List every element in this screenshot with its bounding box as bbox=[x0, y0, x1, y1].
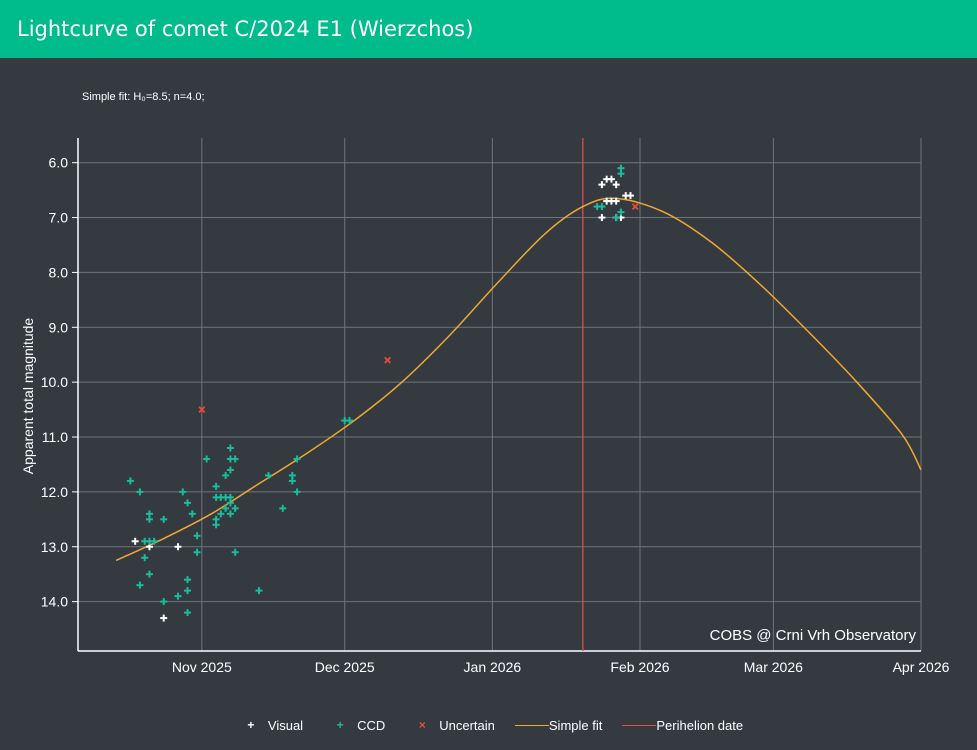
fit-curve bbox=[115, 197, 922, 562]
fit-group bbox=[115, 197, 922, 562]
ccd-point bbox=[231, 548, 239, 556]
page-title: Lightcurve of comet C/2024 E1 (Wierzchos… bbox=[17, 17, 474, 41]
ccd-point bbox=[231, 504, 239, 512]
ccd-point bbox=[265, 471, 273, 479]
y-tick-label: 10.0 bbox=[41, 374, 68, 390]
ccd-point bbox=[136, 488, 144, 496]
watermark: COBS @ Crni Vrh Observatory bbox=[710, 627, 917, 644]
visual-point bbox=[626, 192, 634, 200]
ccd-point bbox=[598, 203, 606, 211]
visual-point bbox=[131, 537, 139, 545]
legend-item-visual[interactable]: + Visual bbox=[234, 718, 303, 733]
ccd-point bbox=[160, 515, 168, 523]
ccd-point bbox=[193, 532, 201, 540]
legend-item-uncertain[interactable]: × Uncertain bbox=[405, 718, 495, 733]
ccd-point bbox=[288, 477, 296, 485]
ccd-point bbox=[174, 592, 182, 600]
ccd-point bbox=[212, 482, 220, 490]
grid-lines bbox=[78, 138, 922, 651]
y-tick-label: 7.0 bbox=[49, 210, 69, 226]
legend-item-perihelion[interactable]: Perihelion date bbox=[622, 718, 743, 733]
visual-point bbox=[598, 181, 606, 189]
ccd-point bbox=[222, 504, 230, 512]
legend-uncertain-marker: × bbox=[418, 718, 426, 732]
ccd-point bbox=[222, 471, 230, 479]
legend-item-ccd[interactable]: + CCD bbox=[323, 717, 386, 733]
x-tick-label: Jan 2026 bbox=[464, 659, 522, 675]
ccd-point bbox=[345, 417, 353, 425]
legend-perihelion-label: Perihelion date bbox=[656, 717, 744, 733]
ccd-point bbox=[145, 570, 153, 578]
ccd-point bbox=[184, 499, 192, 507]
x-tick-label: Apr 2026 bbox=[893, 659, 950, 675]
y-tick-label: 6.0 bbox=[49, 155, 69, 171]
x-tick-label: Nov 2025 bbox=[172, 659, 232, 675]
ccd-point bbox=[184, 609, 192, 617]
legend-visual-marker: + bbox=[247, 718, 255, 732]
legend: + Visual + CCD × Uncertain Simple fit Pe… bbox=[0, 712, 977, 738]
visual-point bbox=[607, 175, 615, 183]
visual-point bbox=[160, 614, 168, 622]
ccd-point bbox=[293, 455, 301, 463]
y-tick-label: 8.0 bbox=[49, 264, 69, 280]
ccd-point bbox=[293, 488, 301, 496]
y-tick-label: 13.0 bbox=[41, 539, 68, 555]
ccd-point bbox=[217, 510, 225, 518]
legend-perihelion-line-icon bbox=[622, 724, 657, 726]
legend-item-fit[interactable]: Simple fit bbox=[514, 717, 603, 733]
ccd-point bbox=[226, 499, 234, 507]
x-tick-label: Mar 2026 bbox=[744, 659, 803, 675]
ccd-point bbox=[617, 164, 625, 172]
ccd-point bbox=[279, 504, 287, 512]
ccd-point bbox=[126, 477, 134, 485]
ccd-point bbox=[145, 515, 153, 523]
legend-visual-label: Visual bbox=[267, 717, 304, 733]
visual-point bbox=[612, 181, 620, 189]
legend-fit-line-icon bbox=[514, 724, 549, 726]
y-tick-label: 11.0 bbox=[42, 429, 68, 445]
legend-fit-label: Simple fit bbox=[548, 717, 603, 733]
y-tick-label: 12.0 bbox=[41, 484, 68, 500]
uncertain-point bbox=[384, 356, 392, 364]
ccd-point bbox=[231, 455, 239, 463]
uncertain-point bbox=[631, 203, 639, 211]
ccd-point bbox=[617, 208, 625, 216]
ccd-point bbox=[150, 537, 158, 545]
legend-ccd-label: CCD bbox=[357, 717, 386, 733]
x-tick-label: Dec 2025 bbox=[315, 659, 375, 675]
x-tick-label: Feb 2026 bbox=[610, 659, 669, 675]
ccd-point bbox=[136, 581, 144, 589]
ccd-point bbox=[160, 598, 168, 606]
ccd-point bbox=[226, 510, 234, 518]
visual-point bbox=[612, 197, 620, 205]
chart-subtitle: Simple fit: H₀=8.5; n=4.0; bbox=[82, 91, 205, 103]
ccd-point bbox=[179, 488, 187, 496]
ccd-point bbox=[193, 548, 201, 556]
ccd-point bbox=[203, 455, 211, 463]
axes: 6.0 7.0 8.0 9.0 10.0 11.0 12.0 13.0 14.0 Nov 2025… bbox=[41, 138, 950, 675]
y-tick-label: 9.0 bbox=[49, 319, 69, 335]
ccd-point bbox=[184, 576, 192, 584]
ccd-point bbox=[226, 444, 234, 452]
title-bar: Lightcurve of comet C/2024 E1 (Wierzchos… bbox=[0, 0, 977, 58]
data-points bbox=[126, 164, 639, 622]
y-tick-label: 14.0 bbox=[41, 594, 68, 610]
visual-point bbox=[174, 543, 182, 551]
legend-uncertain-label: Uncertain bbox=[439, 717, 495, 733]
visual-point bbox=[598, 214, 606, 222]
ccd-point bbox=[212, 521, 220, 529]
uncertain-point bbox=[198, 406, 206, 414]
ccd-point bbox=[612, 214, 620, 222]
ccd-point bbox=[226, 466, 234, 474]
legend-ccd-marker: + bbox=[336, 718, 344, 732]
ccd-point bbox=[141, 554, 149, 562]
lightcurve-chart: Simple fit: H₀=8.5; n=4.0; 6.0 7.0 8.0 9.0 1… bbox=[20, 91, 950, 675]
y-axis-label: Apparent total magnitude bbox=[20, 318, 36, 475]
ccd-point bbox=[184, 587, 192, 595]
ccd-point bbox=[255, 587, 263, 595]
ccd-point bbox=[188, 510, 196, 518]
